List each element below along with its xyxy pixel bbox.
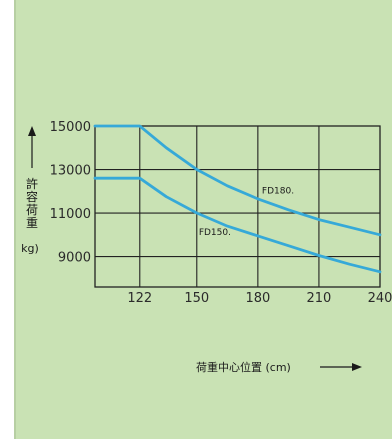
y-tick-label: 9000 <box>58 251 91 266</box>
x-tick-labels: 122 150 180 210 240 <box>127 291 392 306</box>
y-axis-title-char: 荷 <box>26 203 38 217</box>
series-lines <box>93 124 382 274</box>
y-axis-title-char: 容 <box>26 189 38 204</box>
y-tick-labels: 15000 13000 11000 9000 <box>50 120 91 266</box>
x-tick-label: 240 <box>368 291 392 306</box>
y-tick-label: 13000 <box>50 164 91 179</box>
x-tick-label: 150 <box>184 291 209 306</box>
y-axis-unit: kg) <box>21 242 39 255</box>
series-line-fd180 <box>93 124 382 237</box>
x-axis-title: 荷重中心位置 (cm) <box>196 360 291 374</box>
y-tick-label: 15000 <box>50 120 91 135</box>
x-axis-title: 荷重中心位置 (cm) <box>196 360 362 374</box>
y-axis-arrow-head <box>28 126 36 136</box>
y-axis-title-char: 許 <box>26 177 38 191</box>
y-tick-label: 11000 <box>50 207 91 222</box>
y-axis-title-char: 重 <box>26 216 38 230</box>
x-tick-label: 180 <box>245 291 270 306</box>
plot-area <box>94 125 381 288</box>
series-label-fd180: FD180. <box>262 186 294 196</box>
grid-lines <box>95 126 380 287</box>
series-line-fd150 <box>93 176 382 274</box>
series-label-fd150: FD150. <box>199 228 231 238</box>
x-tick-label: 122 <box>127 291 152 306</box>
x-tick-label: 210 <box>307 291 332 306</box>
x-axis-arrow-head <box>352 363 362 371</box>
series-labels: FD180. FD150. <box>199 186 294 237</box>
